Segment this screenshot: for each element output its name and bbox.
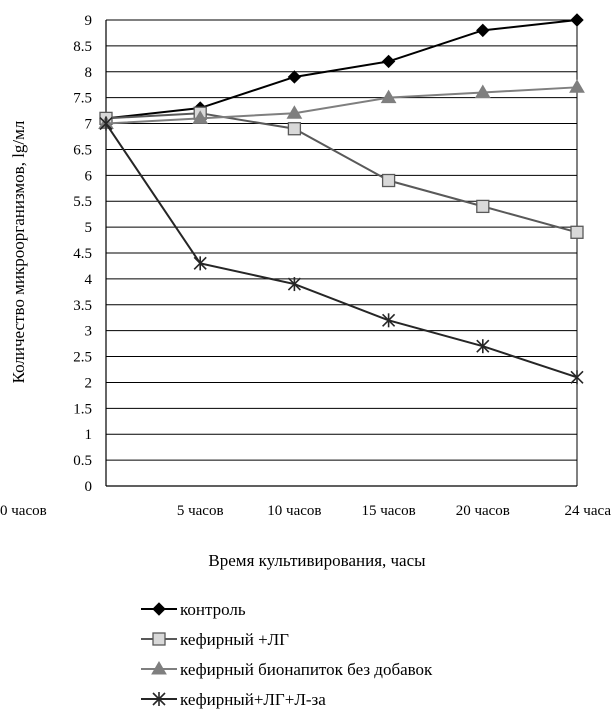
y-tick-label: 0 bbox=[85, 479, 93, 495]
x-tick-label: 20 часов bbox=[456, 503, 510, 519]
legend-marker bbox=[152, 632, 166, 646]
x-tick-label: 24 часа bbox=[565, 503, 612, 519]
data-point bbox=[569, 79, 585, 93]
x-tick-label: 0 часов bbox=[0, 503, 47, 519]
legend-item: кефирный+ЛГ+Л-за bbox=[141, 690, 326, 709]
x-tick-label: 15 часов bbox=[361, 503, 415, 519]
data-point bbox=[382, 313, 396, 328]
gridlines bbox=[105, 19, 578, 487]
legend-label: кефирный+ЛГ+Л-за bbox=[180, 690, 326, 709]
series-3 bbox=[98, 79, 585, 130]
y-tick-label: 7.5 bbox=[73, 91, 92, 107]
series-group bbox=[98, 13, 585, 385]
x-tick-labels: 0 часов 5 часов 10 часов 15 часов 20 часов 24… bbox=[0, 503, 611, 519]
y-tick-label: 0.5 bbox=[73, 453, 92, 469]
data-point bbox=[99, 116, 113, 131]
series-line bbox=[105, 86, 578, 125]
data-point bbox=[570, 13, 584, 27]
x-axis-title: Время культивирования, часы bbox=[208, 551, 426, 570]
x-tick-label: 5 часов bbox=[177, 503, 224, 519]
data-point bbox=[192, 110, 209, 124]
series-line bbox=[105, 19, 578, 120]
series-4 bbox=[99, 116, 584, 385]
y-tick-label: 1 bbox=[85, 427, 93, 443]
data-point bbox=[570, 370, 584, 385]
legend: контроль кефирный +ЛГ кефирный бионапиток … bbox=[141, 600, 433, 709]
y-tick-label: 5 bbox=[85, 220, 93, 236]
legend-label: кефирный бионапиток без добавок bbox=[180, 660, 433, 679]
series-2 bbox=[99, 106, 584, 239]
y-tick-label: 8 bbox=[85, 65, 93, 81]
data-point bbox=[287, 70, 302, 84]
y-tick-labels: 0 0.5 1 1.5 2 2.5 3 3.5 4 4.5 5 5.5 6 6.5 7 7.5 8 8.5 9 bbox=[73, 13, 92, 495]
y-tick-label: 1.5 bbox=[73, 401, 92, 417]
data-point bbox=[380, 89, 397, 104]
y-tick-label: 4.5 bbox=[73, 246, 92, 262]
series-line bbox=[105, 122, 578, 379]
series-line bbox=[105, 112, 578, 234]
x-tick-label: 10 часов bbox=[267, 503, 321, 519]
y-tick-label: 8.5 bbox=[73, 39, 92, 55]
y-tick-label: 5.5 bbox=[73, 194, 92, 210]
data-point bbox=[286, 105, 303, 119]
data-point bbox=[287, 122, 302, 136]
data-point bbox=[381, 173, 396, 188]
legend-item: кефирный +ЛГ bbox=[141, 630, 289, 649]
data-point bbox=[287, 277, 301, 292]
y-tick-label: 3.5 bbox=[73, 298, 92, 314]
y-tick-label: 9 bbox=[85, 13, 93, 29]
legend-item: кефирный бионапиток без добавок bbox=[141, 660, 433, 679]
legend-marker bbox=[152, 692, 166, 706]
legend-marker bbox=[152, 602, 166, 616]
y-tick-label: 4 bbox=[85, 272, 93, 288]
series-1 bbox=[99, 13, 584, 126]
legend-label: контроль bbox=[180, 600, 246, 619]
data-point bbox=[476, 339, 490, 354]
y-tick-label: 6.5 bbox=[73, 142, 92, 158]
data-point bbox=[476, 199, 490, 214]
legend-item: контроль bbox=[141, 600, 246, 619]
y-tick-label: 7 bbox=[85, 117, 93, 133]
y-tick-label: 2 bbox=[85, 375, 93, 391]
data-point bbox=[193, 256, 207, 271]
data-point bbox=[570, 225, 584, 239]
data-point bbox=[381, 54, 396, 69]
legend-marker bbox=[151, 661, 167, 675]
y-tick-label: 3 bbox=[85, 324, 93, 340]
data-point bbox=[476, 23, 490, 38]
data-point bbox=[474, 84, 491, 98]
y-tick-label: 2.5 bbox=[73, 350, 92, 366]
legend-label: кефирный +ЛГ bbox=[180, 630, 289, 649]
y-tick-label: 6 bbox=[85, 168, 93, 184]
y-axis-title: Количество микроорганизмов, lg/мл bbox=[9, 120, 28, 383]
